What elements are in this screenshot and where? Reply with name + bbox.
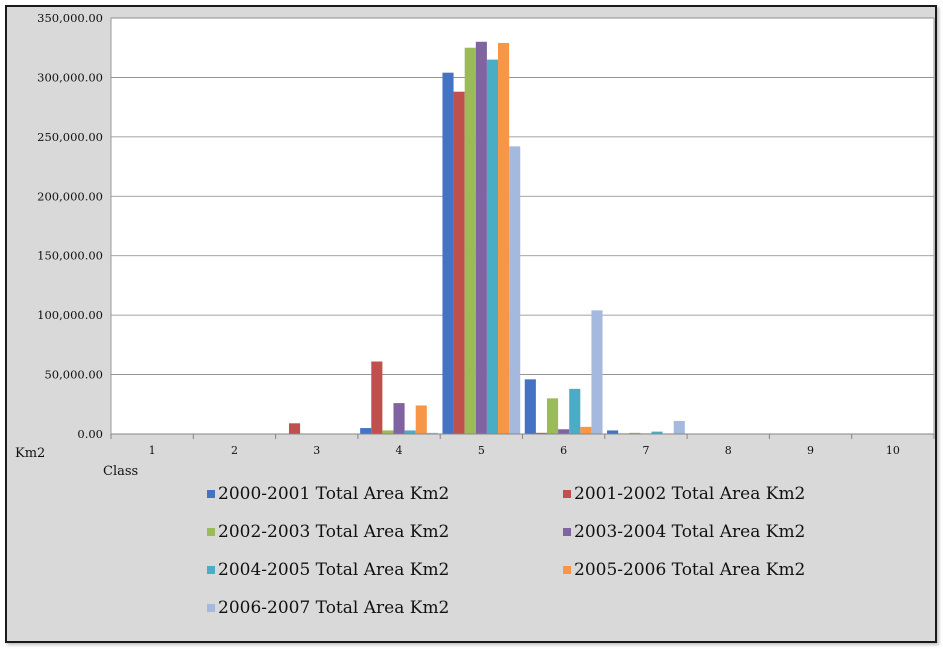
x-tick-label: 5 <box>478 444 485 457</box>
bar <box>591 310 603 434</box>
bar <box>382 430 394 434</box>
legend-label: 2001-2002 Total Area Km2 <box>574 484 805 504</box>
legend-label: 2000-2001 Total Area Km2 <box>218 484 449 504</box>
x-tick-label: 2 <box>231 444 238 457</box>
y-tick-label: 250,000.00 <box>37 130 103 144</box>
bar <box>393 403 405 434</box>
x-tick-label: 3 <box>313 444 320 457</box>
y-tick-label: 100,000.00 <box>37 308 103 322</box>
bars <box>288 41 685 435</box>
bar <box>415 405 427 434</box>
x-tick-label: 6 <box>560 444 567 457</box>
bar <box>486 59 499 434</box>
bar <box>558 429 570 434</box>
x-axis-ticks: 1 2 3 4 5 6 7 8 9 10 <box>110 434 935 457</box>
legend-swatch <box>563 528 571 536</box>
bar <box>371 361 383 434</box>
bar <box>404 430 416 434</box>
x-tick-label: 1 <box>149 444 156 457</box>
gridlines <box>111 17 934 375</box>
bar <box>464 47 476 434</box>
legend: 2000-2001 Total Area Km2 2001-2002 Total … <box>207 484 805 618</box>
bar <box>651 431 663 434</box>
x-tick-label: 8 <box>725 444 732 457</box>
x-tick-label: 7 <box>642 444 649 457</box>
bar <box>607 430 619 434</box>
x-tick-label: 10 <box>886 444 900 457</box>
x-tick-label: 9 <box>807 444 814 457</box>
legend-label: 2004-2005 Total Area Km2 <box>218 560 449 580</box>
plot-area <box>110 17 935 435</box>
bar <box>509 146 521 434</box>
bar <box>288 423 301 434</box>
y-tick-label: 0.00 <box>77 427 103 441</box>
bar <box>426 432 438 434</box>
y-tick-label: 200,000.00 <box>37 189 103 203</box>
bar <box>569 388 581 434</box>
bar <box>580 426 592 434</box>
y-axis-title: Km2 <box>15 446 45 461</box>
y-tick-label: 150,000.00 <box>37 249 103 263</box>
legend-swatch <box>563 566 571 574</box>
bar <box>498 42 510 435</box>
bar <box>524 379 536 434</box>
bar <box>475 41 487 435</box>
bar <box>360 428 372 434</box>
legend-swatch <box>207 566 215 574</box>
legend-swatch <box>207 528 215 536</box>
legend-swatch <box>207 604 215 612</box>
y-tick-label: 350,000.00 <box>37 11 103 25</box>
y-tick-label: 300,000.00 <box>37 70 103 84</box>
bar <box>453 91 465 434</box>
legend-label: 2003-2004 Total Area Km2 <box>574 522 805 542</box>
legend-label: 2002-2003 Total Area Km2 <box>218 522 449 542</box>
legend-label: 2006-2007 Total Area Km2 <box>218 598 449 618</box>
y-axis-ticks: 0.00 50,000.00 100,000.00 150,000.00 200,000… <box>37 11 103 441</box>
bar-chart: 0.00 50,000.00 100,000.00 150,000.00 200,000… <box>15 11 935 618</box>
x-tick-label: 4 <box>396 444 403 457</box>
legend-swatch <box>563 490 571 498</box>
y-tick-label: 50,000.00 <box>44 368 103 382</box>
chart-frame: 0.00 50,000.00 100,000.00 150,000.00 200,000… <box>5 5 937 643</box>
x-axis-title: Class <box>103 464 138 479</box>
bar <box>629 432 641 434</box>
bar <box>673 420 685 434</box>
legend-label: 2005-2006 Total Area Km2 <box>574 560 805 580</box>
bar <box>546 398 559 434</box>
bar <box>535 432 547 434</box>
legend-swatch <box>207 490 215 498</box>
bar <box>442 72 454 434</box>
